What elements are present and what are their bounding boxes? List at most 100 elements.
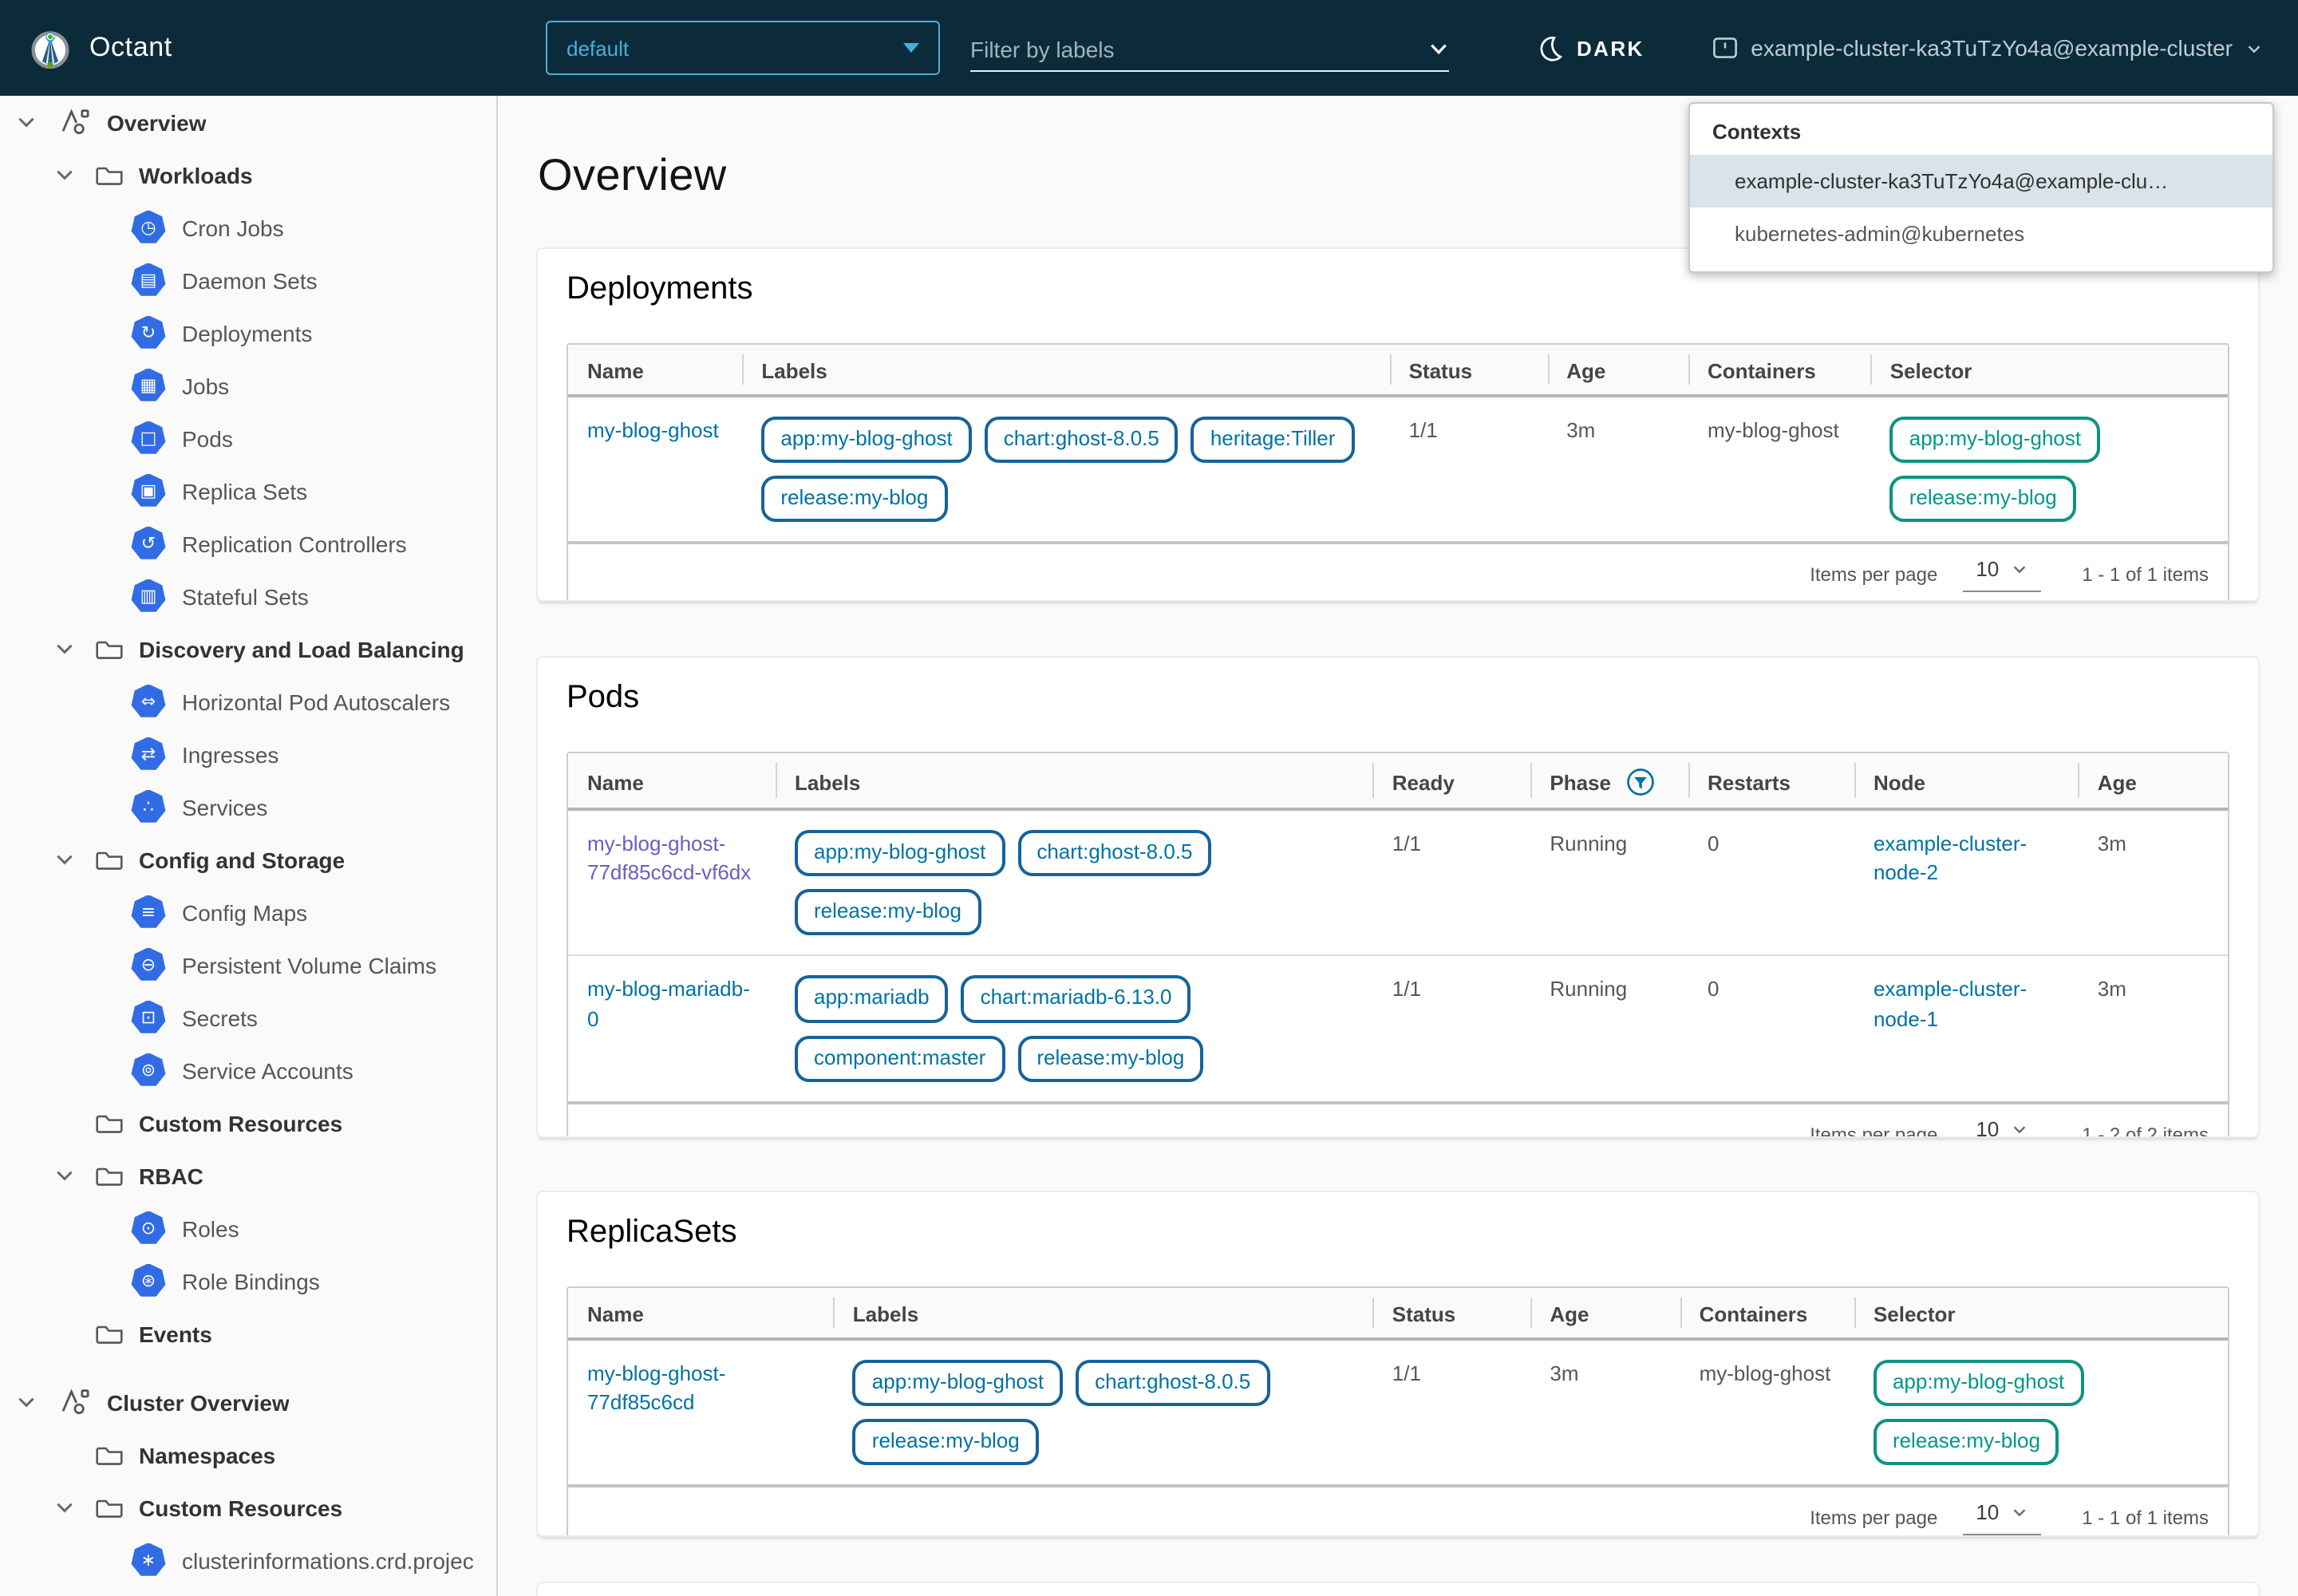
sidebar-item-cluster-overview[interactable]: Cluster Overview xyxy=(0,1376,496,1428)
sidebar-item-deployments[interactable]: ↻ Deployments xyxy=(0,306,496,359)
sidebar-item-config-and-storage[interactable]: Config and Storage xyxy=(0,833,496,886)
column-header: Selector xyxy=(1854,1288,2228,1341)
folder-icon xyxy=(96,847,123,871)
selector-badge: release:my-blog xyxy=(1874,1419,2059,1465)
app-header: Octant default DARK example-cluster-ka3T… xyxy=(0,0,2298,96)
pod-link[interactable]: my-blog-ghost-77df85c6cd-vf6dx xyxy=(587,832,751,884)
contexts-menu: Contexts example-cluster-ka3TuTzYo4a@exa… xyxy=(1688,102,2274,273)
phase-cell: Running xyxy=(1530,811,1688,955)
chevron-down-icon[interactable] xyxy=(51,1165,77,1186)
chevron-down-icon[interactable] xyxy=(13,1392,38,1412)
node-link[interactable]: example-cluster-node-2 xyxy=(1874,832,2027,884)
chevron-down-icon[interactable] xyxy=(51,1497,77,1518)
sidebar-item-custom-resources[interactable]: Custom Resources xyxy=(0,1096,496,1149)
sidebar-item-horizontal-pod-autoscalers[interactable]: ⇔ Horizontal Pod Autoscalers xyxy=(0,675,496,728)
caret-down-icon xyxy=(903,43,919,53)
column-header: Status xyxy=(1373,1288,1531,1341)
folder-icon xyxy=(96,1495,123,1519)
replication-controllers-icon: ↺ xyxy=(131,526,166,561)
replicasets-card-title: ReplicaSets xyxy=(567,1192,2229,1251)
deployments-table: Name Labels Status Age Containers Select… xyxy=(567,343,2229,600)
context-selector[interactable]: example-cluster-ka3TuTzYo4a@example-clus… xyxy=(1712,0,2263,96)
sidebar-item-persistent-volume-claims[interactable]: ⊖ Persistent Volume Claims xyxy=(0,938,496,991)
config-maps-icon: ≡ xyxy=(131,895,166,930)
column-header: Age xyxy=(1530,1288,1680,1341)
column-header: Containers xyxy=(1688,345,1871,397)
sidebar-item-secrets[interactable]: ⊡ Secrets xyxy=(0,991,496,1044)
namespace-dropdown[interactable]: default xyxy=(546,21,940,75)
chevron-down-icon[interactable] xyxy=(51,638,77,659)
label-badge: app:my-blog-ghost xyxy=(795,830,1005,876)
moon-icon xyxy=(1537,34,1564,61)
selector-badge: release:my-blog xyxy=(1890,476,2076,522)
label-badge: chart:ghost-8.0.5 xyxy=(985,417,1179,463)
items-per-page-select[interactable]: 10 xyxy=(1963,558,2040,593)
sidebar-item-replica-sets[interactable]: ▣ Replica Sets xyxy=(0,464,496,517)
chevron-down-icon[interactable] xyxy=(13,112,38,132)
horizontal-pod-autoscalers-icon: ⇔ xyxy=(131,684,166,719)
chevron-down-icon[interactable] xyxy=(1428,38,1449,59)
namespace-value: default xyxy=(567,36,629,60)
applications-icon xyxy=(57,105,91,139)
sidebar-item-pods[interactable]: □ Pods xyxy=(0,412,496,464)
sidebar-item-service-accounts[interactable]: ⊚ Service Accounts xyxy=(0,1044,496,1096)
cron-jobs-icon: ◷ xyxy=(131,210,166,245)
age-cell: 3m xyxy=(2079,955,2228,1101)
chevron-down-icon[interactable] xyxy=(51,164,77,185)
sidebar-item-ingresses[interactable]: ⇄ Ingresses xyxy=(0,728,496,780)
table-pagination: Items per page 10 1 - 1 of 1 items xyxy=(587,1501,2209,1535)
table-pagination: Items per page 10 1 - 1 of 1 items xyxy=(587,558,2209,593)
sidebar-nav: Overview Workloads ◷ Cron Jobs ▤ Daemon … xyxy=(0,96,498,1596)
sidebar-item-namespaces[interactable]: Namespaces xyxy=(0,1428,496,1481)
sidebar-item-custom-resources-cluster[interactable]: Custom Resources xyxy=(0,1481,496,1534)
sidebar-item-discovery-and-load-balancing[interactable]: Discovery and Load Balancing xyxy=(0,622,496,675)
theme-toggle-button[interactable]: DARK xyxy=(1537,0,1645,96)
column-header: Age xyxy=(1547,345,1688,397)
deployments-icon: ↻ xyxy=(131,315,166,350)
context-menu-item[interactable]: kubernetes-admin@kubernetes xyxy=(1690,207,2272,260)
sidebar-item-replication-controllers[interactable]: ↺ Replication Controllers xyxy=(0,517,496,570)
replicaset-link[interactable]: my-blog-ghost-77df85c6cd xyxy=(587,1361,725,1414)
deployment-link[interactable]: my-blog-ghost xyxy=(587,418,719,442)
table-row: my-blog-ghost app:my-blog-ghost chart:gho… xyxy=(568,397,2228,542)
ingresses-icon: ⇄ xyxy=(131,737,166,772)
brand: Octant xyxy=(29,0,172,96)
sidebar-item-daemon-sets[interactable]: ▤ Daemon Sets xyxy=(0,254,496,306)
context-menu-item[interactable]: example-cluster-ka3TuTzYo4a@example-clu… xyxy=(1690,155,2272,207)
sidebar-item-csidrivers[interactable]: ∗ csidrivers.csi.storage.k8s.io xyxy=(0,1586,496,1596)
sidebar-item-cron-jobs[interactable]: ◷ Cron Jobs xyxy=(0,201,496,254)
containers-cell: my-blog-ghost xyxy=(1688,397,1871,542)
age-cell: 3m xyxy=(2079,811,2228,955)
items-per-page-label: Items per page xyxy=(1810,564,1937,587)
label-badge: release:my-blog xyxy=(761,476,947,522)
column-header: Status xyxy=(1390,345,1548,397)
sidebar-item-rbac[interactable]: RBAC xyxy=(0,1149,496,1202)
sidebar-item-config-maps[interactable]: ≡ Config Maps xyxy=(0,886,496,938)
custom-resource-icon: ∗ xyxy=(131,1543,166,1578)
sidebar-item-workloads[interactable]: Workloads xyxy=(0,148,496,201)
items-per-page-select[interactable]: 10 xyxy=(1963,1117,2040,1137)
sidebar-item-role-bindings[interactable]: ⊛ Role Bindings xyxy=(0,1254,496,1307)
main-content: Overview Deployments Name Labels Status … xyxy=(499,96,2298,1596)
pod-link[interactable]: my-blog-mariadb-0 xyxy=(587,978,750,1030)
sidebar-item-jobs[interactable]: ▦ Jobs xyxy=(0,359,496,412)
label-badge: heritage:Tiller xyxy=(1191,417,1355,463)
label-filter-input[interactable] xyxy=(970,36,1428,61)
sidebar-item-stateful-sets[interactable]: ▥ Stateful Sets xyxy=(0,570,496,622)
chevron-down-icon[interactable] xyxy=(51,849,77,870)
label-badge: app:mariadb xyxy=(795,976,949,1022)
items-per-page-label: Items per page xyxy=(1810,1507,1937,1530)
phase-filter-icon[interactable] xyxy=(1625,768,1654,796)
items-per-page-select[interactable]: 10 xyxy=(1963,1501,2040,1535)
sidebar-item-events[interactable]: Events xyxy=(0,1307,496,1360)
sidebar-item-overview[interactable]: Overview xyxy=(0,96,496,148)
label-badge: app:my-blog-ghost xyxy=(853,1360,1063,1406)
secrets-icon: ⊡ xyxy=(131,1000,166,1035)
sidebar-item-services[interactable]: ∴ Services xyxy=(0,780,496,833)
folder-icon xyxy=(96,1111,123,1135)
label-badge: app:my-blog-ghost xyxy=(761,417,971,463)
sidebar-item-roles[interactable]: ⊙ Roles xyxy=(0,1202,496,1254)
sidebar-item-clusterinformations[interactable]: ∗ clusterinformations.crd.projec xyxy=(0,1534,496,1586)
node-link[interactable]: example-cluster-node-1 xyxy=(1874,978,2027,1030)
deployments-card: Deployments Name Labels Status Age Conta… xyxy=(538,249,2258,600)
